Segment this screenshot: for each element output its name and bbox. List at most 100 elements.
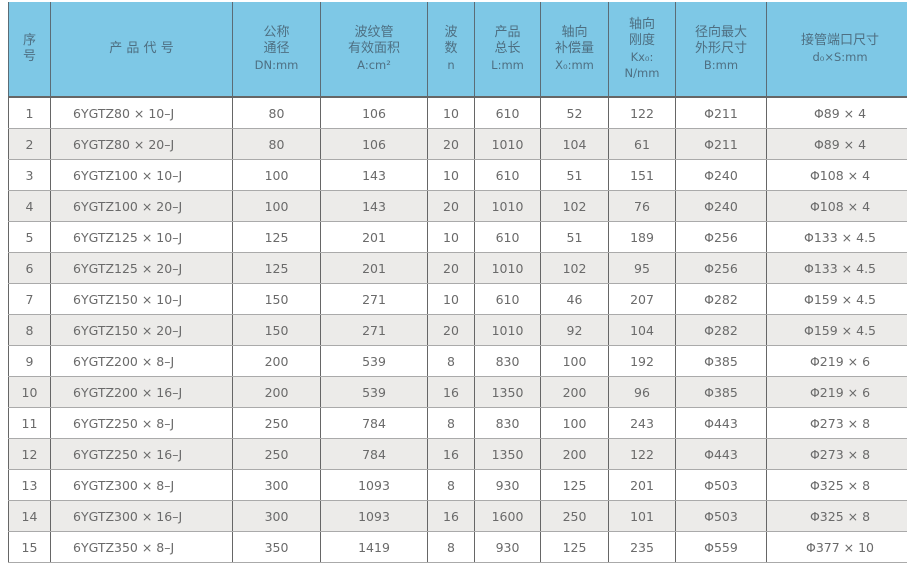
table-row: 2 6YGTZ80 × 20–J 80 106 20 1010 104 61 Φ211 Φ89 ×… (8, 128, 907, 160)
cell-length: 610 (474, 159, 541, 191)
cell-length: 930 (474, 531, 541, 563)
cell-no: 7 (8, 283, 51, 315)
cell-area: 1093 (320, 469, 428, 501)
cell-port-size: Φ108 × 4 (766, 190, 907, 222)
header-compensation: 轴向 补偿量 X₀:mm (540, 2, 609, 97)
cell-dn: 250 (232, 438, 321, 470)
cell-no: 8 (8, 314, 51, 346)
cell-length: 930 (474, 469, 541, 501)
cell-length: 830 (474, 407, 541, 439)
cell-port-size: Φ108 × 4 (766, 159, 907, 191)
table-row: 3 6YGTZ100 × 10–J 100 143 10 610 51 151 Φ240 Φ108… (8, 159, 907, 191)
cell-stiffness: 192 (608, 345, 676, 377)
table-row: 10 6YGTZ200 × 16–J 200 539 16 1350 200 96 Φ385 Φ2… (8, 376, 907, 408)
cell-stiffness: 96 (608, 376, 676, 408)
cell-stiffness: 189 (608, 221, 676, 253)
cell-compensation: 52 (540, 97, 609, 129)
cell-length: 1350 (474, 376, 541, 408)
cell-dn: 125 (232, 221, 321, 253)
cell-outer-size: Φ559 (675, 531, 767, 563)
cell-no: 15 (8, 531, 51, 563)
cell-waves: 8 (427, 407, 475, 439)
cell-dn: 150 (232, 314, 321, 346)
cell-outer-size: Φ385 (675, 376, 767, 408)
table-row: 4 6YGTZ100 × 20–J 100 143 20 1010 102 76 Φ240 Φ10… (8, 190, 907, 222)
cell-area: 784 (320, 407, 428, 439)
cell-area: 201 (320, 252, 428, 284)
cell-code: 6YGTZ350 × 8–J (50, 531, 233, 563)
cell-area: 784 (320, 438, 428, 470)
cell-stiffness: 61 (608, 128, 676, 160)
header-area: 波纹管 有效面积 A:cm² (320, 2, 428, 97)
cell-no: 4 (8, 190, 51, 222)
cell-port-size: Φ377 × 10 (766, 531, 907, 563)
cell-outer-size: Φ503 (675, 469, 767, 501)
header-length: 产品 总长 L:mm (474, 2, 541, 97)
table-row: 6 6YGTZ125 × 20–J 125 201 20 1010 102 95 Φ256 Φ13… (8, 252, 907, 284)
cell-port-size: Φ325 × 8 (766, 500, 907, 532)
cell-outer-size: Φ211 (675, 97, 767, 129)
cell-length: 1010 (474, 252, 541, 284)
cell-dn: 300 (232, 500, 321, 532)
cell-waves: 20 (427, 314, 475, 346)
cell-length: 830 (474, 345, 541, 377)
cell-stiffness: 207 (608, 283, 676, 315)
cell-length: 610 (474, 221, 541, 253)
cell-area: 106 (320, 128, 428, 160)
cell-no: 14 (8, 500, 51, 532)
cell-code: 6YGTZ150 × 20–J (50, 314, 233, 346)
cell-code: 6YGTZ100 × 20–J (50, 190, 233, 222)
cell-no: 11 (8, 407, 51, 439)
cell-stiffness: 243 (608, 407, 676, 439)
cell-outer-size: Φ256 (675, 221, 767, 253)
cell-stiffness: 104 (608, 314, 676, 346)
cell-no: 10 (8, 376, 51, 408)
cell-dn: 200 (232, 376, 321, 408)
cell-compensation: 125 (540, 469, 609, 501)
cell-no: 12 (8, 438, 51, 470)
cell-length: 1350 (474, 438, 541, 470)
cell-dn: 125 (232, 252, 321, 284)
cell-stiffness: 201 (608, 469, 676, 501)
table-row: 15 6YGTZ350 × 8–J 350 1419 8 930 125 235 Φ559 Φ37… (8, 531, 907, 563)
cell-no: 1 (8, 97, 51, 129)
cell-dn: 100 (232, 190, 321, 222)
header-stiffness: 轴向 刚度 Kx₀: N/mm (608, 2, 676, 97)
cell-area: 1093 (320, 500, 428, 532)
table-row: 7 6YGTZ150 × 10–J 150 271 10 610 46 207 Φ282 Φ159… (8, 283, 907, 315)
cell-waves: 10 (427, 221, 475, 253)
cell-waves: 16 (427, 438, 475, 470)
cell-length: 1600 (474, 500, 541, 532)
cell-compensation: 46 (540, 283, 609, 315)
cell-code: 6YGTZ200 × 8–J (50, 345, 233, 377)
cell-compensation: 200 (540, 438, 609, 470)
cell-no: 6 (8, 252, 51, 284)
cell-waves: 8 (427, 469, 475, 501)
cell-outer-size: Φ256 (675, 252, 767, 284)
cell-waves: 20 (427, 128, 475, 160)
cell-compensation: 250 (540, 500, 609, 532)
table-row: 9 6YGTZ200 × 8–J 200 539 8 830 100 192 Φ385 Φ219 … (8, 345, 907, 377)
cell-outer-size: Φ211 (675, 128, 767, 160)
cell-stiffness: 101 (608, 500, 676, 532)
table-row: 11 6YGTZ250 × 8–J 250 784 8 830 100 243 Φ443 Φ273… (8, 407, 907, 439)
cell-area: 539 (320, 376, 428, 408)
cell-stiffness: 95 (608, 252, 676, 284)
cell-stiffness: 122 (608, 97, 676, 129)
cell-waves: 16 (427, 376, 475, 408)
cell-code: 6YGTZ80 × 10–J (50, 97, 233, 129)
cell-length: 1010 (474, 190, 541, 222)
cell-waves: 10 (427, 97, 475, 129)
cell-area: 271 (320, 314, 428, 346)
table-row: 8 6YGTZ150 × 20–J 150 271 20 1010 92 104 Φ282 Φ15… (8, 314, 907, 346)
cell-dn: 350 (232, 531, 321, 563)
cell-outer-size: Φ443 (675, 407, 767, 439)
cell-waves: 10 (427, 159, 475, 191)
cell-code: 6YGTZ80 × 20–J (50, 128, 233, 160)
cell-no: 13 (8, 469, 51, 501)
cell-code: 6YGTZ125 × 10–J (50, 221, 233, 253)
cell-port-size: Φ89 × 4 (766, 97, 907, 129)
